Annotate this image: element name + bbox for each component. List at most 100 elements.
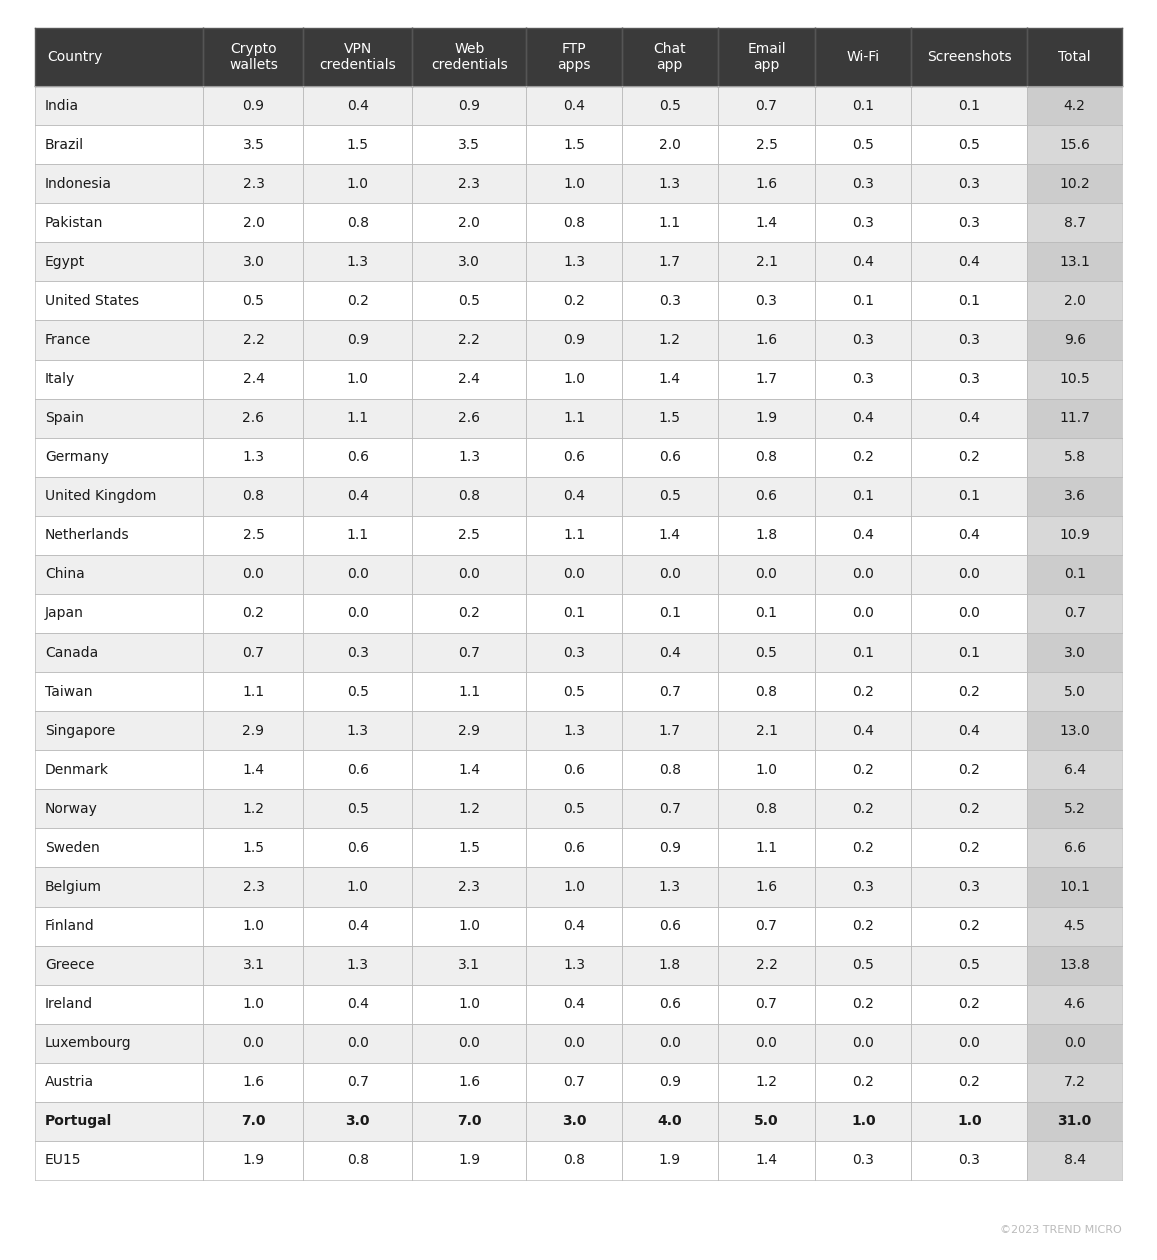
Text: 0.3: 0.3 bbox=[853, 1153, 875, 1168]
Bar bbox=[911, 672, 1027, 711]
Bar bbox=[816, 398, 911, 437]
Bar bbox=[412, 242, 526, 281]
Bar bbox=[35, 125, 204, 164]
Text: 0.9: 0.9 bbox=[658, 840, 680, 854]
Text: 0.6: 0.6 bbox=[756, 489, 778, 503]
Text: 0.4: 0.4 bbox=[958, 723, 980, 737]
Bar bbox=[816, 203, 911, 242]
Bar bbox=[204, 164, 303, 203]
Text: Crypto
wallets: Crypto wallets bbox=[229, 42, 278, 72]
Bar bbox=[526, 750, 622, 789]
Bar bbox=[816, 86, 911, 125]
Text: Country: Country bbox=[46, 50, 102, 64]
Text: 1.2: 1.2 bbox=[756, 1075, 778, 1090]
Text: 0.4: 0.4 bbox=[958, 528, 980, 542]
Bar bbox=[204, 125, 303, 164]
Text: 0.8: 0.8 bbox=[756, 684, 778, 698]
Text: 0.5: 0.5 bbox=[347, 801, 369, 815]
Bar bbox=[622, 242, 717, 281]
Bar bbox=[35, 633, 204, 672]
Text: 2.2: 2.2 bbox=[243, 333, 265, 347]
Bar bbox=[303, 28, 412, 86]
Text: 10.9: 10.9 bbox=[1060, 528, 1090, 542]
Text: 0.2: 0.2 bbox=[853, 919, 875, 934]
Bar bbox=[816, 1101, 911, 1140]
Bar bbox=[412, 554, 526, 593]
Bar bbox=[35, 867, 204, 906]
Text: 0.0: 0.0 bbox=[347, 567, 369, 581]
Bar bbox=[911, 28, 1027, 86]
Text: Denmark: Denmark bbox=[45, 762, 109, 776]
Text: 1.7: 1.7 bbox=[658, 723, 680, 737]
Bar bbox=[816, 1140, 911, 1181]
Text: 1.1: 1.1 bbox=[563, 528, 585, 542]
Bar bbox=[204, 828, 303, 867]
Bar bbox=[622, 1140, 717, 1181]
Bar bbox=[526, 437, 622, 476]
Text: 0.2: 0.2 bbox=[958, 762, 980, 776]
Text: 0.5: 0.5 bbox=[958, 958, 980, 973]
Text: China: China bbox=[45, 567, 84, 581]
Bar bbox=[911, 1023, 1027, 1062]
Text: 0.8: 0.8 bbox=[658, 762, 680, 776]
Bar bbox=[717, 281, 816, 320]
Bar bbox=[204, 398, 303, 437]
Text: 0.5: 0.5 bbox=[347, 684, 369, 698]
Text: 2.9: 2.9 bbox=[243, 723, 265, 737]
Bar bbox=[717, 1023, 816, 1062]
Bar bbox=[911, 125, 1027, 164]
Text: Belgium: Belgium bbox=[45, 879, 102, 893]
Text: Netherlands: Netherlands bbox=[45, 528, 130, 542]
Text: 0.3: 0.3 bbox=[958, 879, 980, 893]
Bar bbox=[303, 86, 412, 125]
Text: 0.0: 0.0 bbox=[853, 567, 875, 581]
Text: 0.5: 0.5 bbox=[243, 294, 265, 307]
Bar bbox=[526, 633, 622, 672]
Text: 0.8: 0.8 bbox=[563, 215, 585, 229]
Bar bbox=[911, 203, 1027, 242]
Bar bbox=[1027, 750, 1122, 789]
Text: 0.2: 0.2 bbox=[958, 919, 980, 934]
Bar bbox=[816, 476, 911, 515]
Text: 0.5: 0.5 bbox=[658, 489, 680, 503]
Bar bbox=[35, 281, 204, 320]
Text: 0.5: 0.5 bbox=[853, 958, 875, 973]
Text: 1.0: 1.0 bbox=[756, 762, 778, 776]
Bar bbox=[526, 28, 622, 86]
Text: 0.1: 0.1 bbox=[958, 645, 980, 659]
Text: 1.4: 1.4 bbox=[756, 1153, 778, 1168]
Bar bbox=[526, 125, 622, 164]
Bar bbox=[717, 789, 816, 828]
Text: 2.0: 2.0 bbox=[458, 215, 480, 229]
Bar bbox=[717, 593, 816, 633]
Bar bbox=[911, 593, 1027, 633]
Bar bbox=[911, 476, 1027, 515]
Bar bbox=[204, 906, 303, 945]
Text: Wi-Fi: Wi-Fi bbox=[847, 50, 879, 64]
Text: 0.7: 0.7 bbox=[458, 645, 480, 659]
Text: 1.0: 1.0 bbox=[852, 1114, 876, 1129]
Text: 0.1: 0.1 bbox=[1063, 567, 1085, 581]
Text: 2.6: 2.6 bbox=[243, 411, 265, 425]
Text: 0.4: 0.4 bbox=[347, 98, 369, 112]
Text: 0.3: 0.3 bbox=[853, 333, 875, 347]
Bar bbox=[717, 711, 816, 750]
Bar bbox=[412, 281, 526, 320]
Bar bbox=[526, 398, 622, 437]
Bar bbox=[622, 515, 717, 554]
Bar bbox=[412, 359, 526, 398]
Bar bbox=[526, 867, 622, 906]
Text: 1.6: 1.6 bbox=[756, 176, 778, 190]
Text: 3.0: 3.0 bbox=[243, 255, 265, 268]
Text: 0.3: 0.3 bbox=[853, 215, 875, 229]
Text: 1.3: 1.3 bbox=[458, 450, 480, 464]
Bar bbox=[526, 789, 622, 828]
Text: 0.2: 0.2 bbox=[853, 1075, 875, 1090]
Bar bbox=[412, 789, 526, 828]
Text: 0.2: 0.2 bbox=[958, 801, 980, 815]
Bar bbox=[1027, 711, 1122, 750]
Bar bbox=[816, 242, 911, 281]
Text: 1.7: 1.7 bbox=[658, 255, 680, 268]
Text: 1.9: 1.9 bbox=[458, 1153, 480, 1168]
Bar bbox=[911, 1062, 1027, 1101]
